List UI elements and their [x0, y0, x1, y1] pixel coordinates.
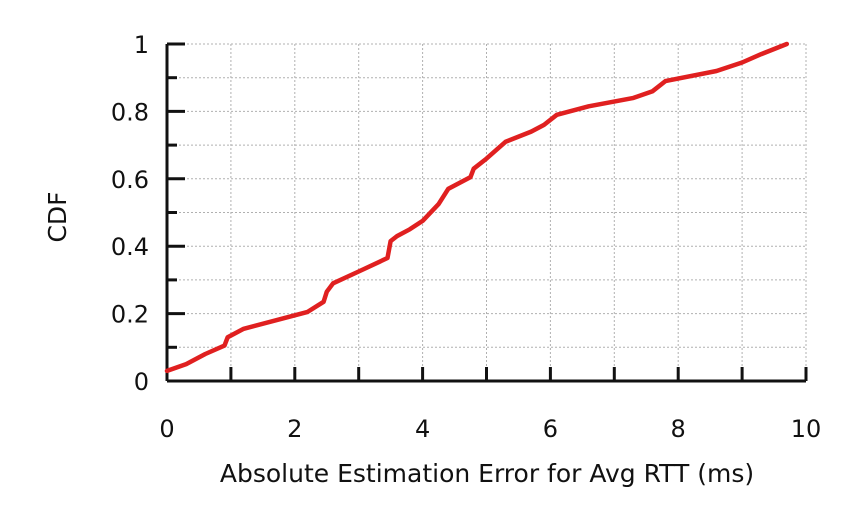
- x-tick-label: 8: [671, 415, 686, 443]
- y-tick-label: 0: [134, 368, 149, 396]
- y-tick-label: 0.6: [111, 166, 149, 194]
- y-tick-label: 0.8: [111, 98, 149, 126]
- series-layer: [164, 41, 790, 374]
- x-tick-label: 4: [415, 415, 430, 443]
- y-axis-title: CDF: [43, 191, 72, 242]
- y-tick-label: 0.4: [111, 233, 149, 261]
- x-tick-label: 6: [543, 415, 558, 443]
- x-axis-title: Absolute Estimation Error for Avg RTT (m…: [220, 459, 754, 488]
- cdf-series-line: [164, 41, 790, 374]
- grid-lines: [167, 43, 807, 381]
- x-tick-label: 0: [159, 415, 174, 443]
- y-tick-label: 1: [134, 31, 149, 59]
- y-tick-label: 0.2: [111, 301, 149, 329]
- tick-labels: 0 2 4 6 8 10 0 0.2 0.4 0.6 0.8 1: [111, 31, 821, 443]
- axes: [165, 42, 808, 383]
- x-tick-label: 2: [287, 415, 302, 443]
- x-tick-label: 10: [791, 415, 822, 443]
